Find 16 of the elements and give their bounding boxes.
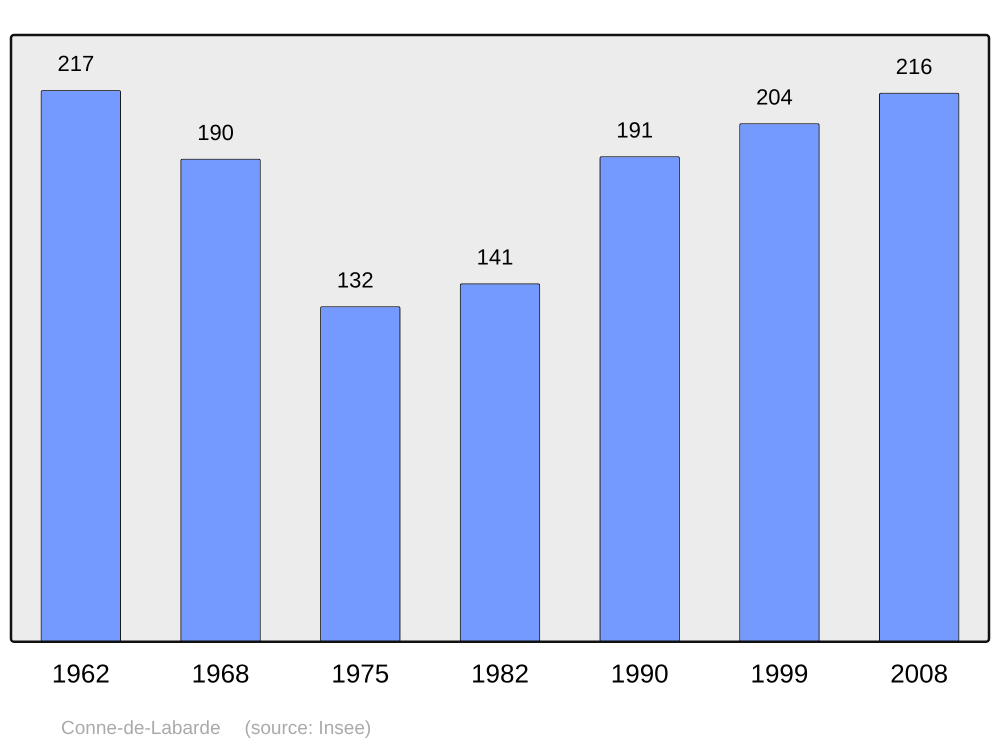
x-tick-label: 1962 xyxy=(52,658,110,689)
data-label: 216 xyxy=(896,54,932,79)
data-label: 204 xyxy=(756,84,793,110)
x-tick-label: 1975 xyxy=(331,658,390,689)
x-tick-label: 1990 xyxy=(610,658,669,689)
x-tick-label: 2008 xyxy=(890,658,948,689)
data-label: 190 xyxy=(197,120,234,145)
data-label: 132 xyxy=(336,267,374,292)
data-label: 191 xyxy=(616,117,654,142)
text: Conne-de-Labarde xyxy=(61,718,221,739)
text: (source: Insee) xyxy=(244,718,372,739)
x-tick-label: 1999 xyxy=(750,658,808,689)
x-tick-label: 1982 xyxy=(471,658,529,689)
data-label: 217 xyxy=(58,51,94,76)
x-tick-label: 1968 xyxy=(192,658,250,689)
data-label: 141 xyxy=(476,244,514,270)
